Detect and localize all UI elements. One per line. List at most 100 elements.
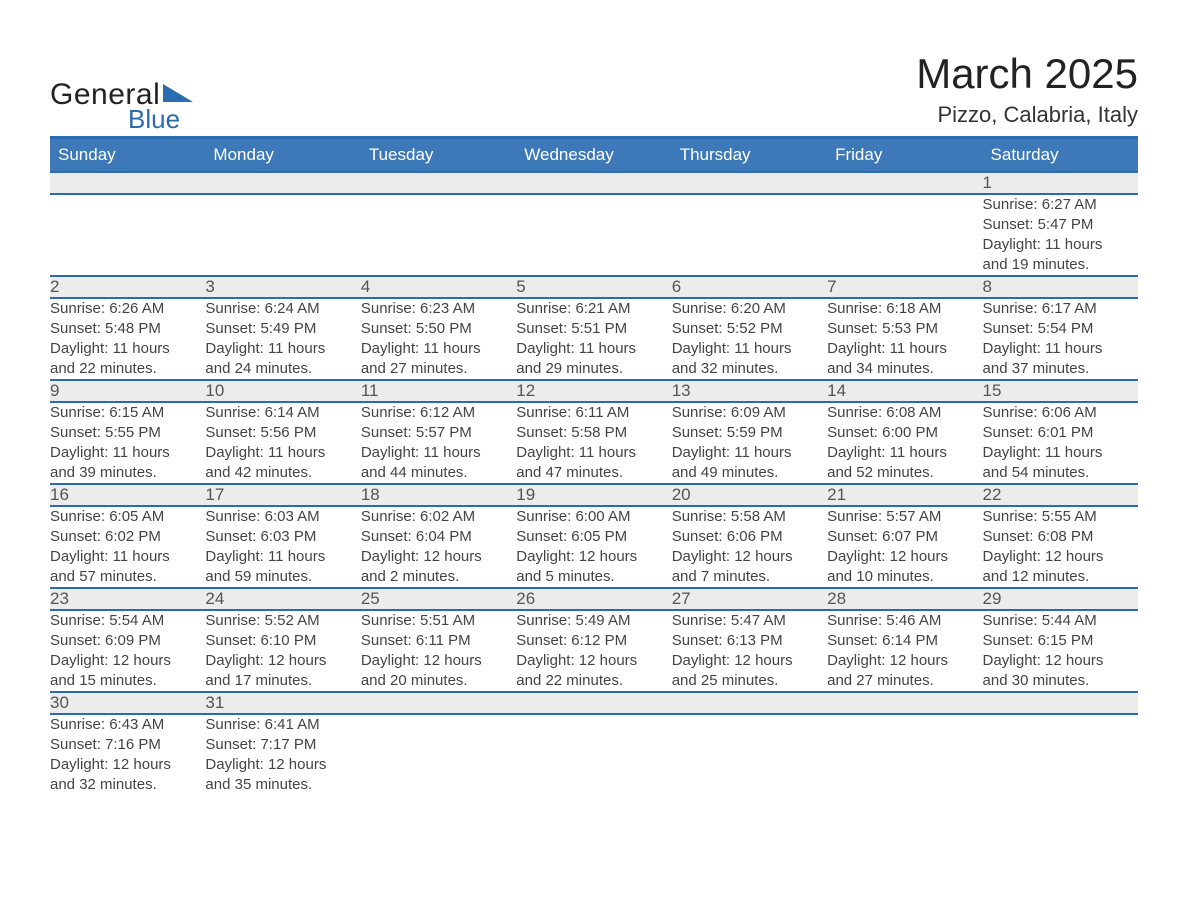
day-number — [672, 692, 827, 714]
day-cell-line: Sunrise: 6:11 AM — [516, 403, 671, 423]
day-data-row: Sunrise: 6:05 AMSunset: 6:02 PMDaylight:… — [50, 506, 1138, 588]
day-cell — [983, 714, 1138, 795]
day-cell-line: Daylight: 12 hours — [361, 547, 516, 567]
day-cell-line: Sunrise: 5:54 AM — [50, 611, 205, 631]
day-cell-line: and 27 minutes. — [827, 671, 982, 691]
day-number: 14 — [827, 380, 982, 402]
day-number — [361, 692, 516, 714]
day-cell-line: and 24 minutes. — [205, 359, 360, 379]
day-number — [205, 172, 360, 194]
weekday-header: Wednesday — [516, 138, 671, 173]
day-cell-line: Sunset: 6:07 PM — [827, 527, 982, 547]
day-cell-line: Daylight: 12 hours — [516, 547, 671, 567]
day-number: 2 — [50, 276, 205, 298]
day-cell-line: and 19 minutes. — [983, 255, 1138, 275]
day-number: 9 — [50, 380, 205, 402]
day-cell-line: Sunrise: 6:14 AM — [205, 403, 360, 423]
day-cell-line: Sunrise: 6:20 AM — [672, 299, 827, 319]
day-cell-line: and 39 minutes. — [50, 463, 205, 483]
day-number: 7 — [827, 276, 982, 298]
day-cell-line: Sunrise: 6:00 AM — [516, 507, 671, 527]
day-cell-line: and 29 minutes. — [516, 359, 671, 379]
weekday-header: Monday — [205, 138, 360, 173]
day-cell-line: Daylight: 12 hours — [827, 651, 982, 671]
day-cell-line: Daylight: 12 hours — [205, 651, 360, 671]
day-cell: Sunrise: 6:43 AMSunset: 7:16 PMDaylight:… — [50, 714, 205, 795]
day-number: 20 — [672, 484, 827, 506]
day-cell-line: Sunrise: 5:52 AM — [205, 611, 360, 631]
title-block: March 2025 Pizzo, Calabria, Italy — [916, 50, 1138, 136]
day-cell-line: Daylight: 11 hours — [205, 339, 360, 359]
day-cell-line: and 32 minutes. — [50, 775, 205, 795]
day-cell-line: Sunset: 5:53 PM — [827, 319, 982, 339]
day-cell-line: Daylight: 12 hours — [827, 547, 982, 567]
day-cell-line: Daylight: 12 hours — [361, 651, 516, 671]
day-number: 5 — [516, 276, 671, 298]
day-number: 1 — [983, 172, 1138, 194]
day-cell-line: Daylight: 11 hours — [827, 443, 982, 463]
day-cell: Sunrise: 6:18 AMSunset: 5:53 PMDaylight:… — [827, 298, 982, 380]
day-cell-line: Sunset: 5:57 PM — [361, 423, 516, 443]
day-cell: Sunrise: 6:03 AMSunset: 6:03 PMDaylight:… — [205, 506, 360, 588]
day-cell-line: and 27 minutes. — [361, 359, 516, 379]
day-cell: Sunrise: 5:49 AMSunset: 6:12 PMDaylight:… — [516, 610, 671, 692]
day-cell-line: and 49 minutes. — [672, 463, 827, 483]
day-number — [50, 172, 205, 194]
day-cell-line: Sunrise: 6:24 AM — [205, 299, 360, 319]
day-cell-line: Daylight: 11 hours — [827, 339, 982, 359]
day-cell-line: Sunrise: 5:58 AM — [672, 507, 827, 527]
day-cell-line: Sunrise: 5:44 AM — [983, 611, 1138, 631]
day-cell-line: Sunrise: 5:57 AM — [827, 507, 982, 527]
day-number: 13 — [672, 380, 827, 402]
day-cell: Sunrise: 6:17 AMSunset: 5:54 PMDaylight:… — [983, 298, 1138, 380]
day-cell-line: Sunset: 6:08 PM — [983, 527, 1138, 547]
weekday-header-row: Sunday Monday Tuesday Wednesday Thursday… — [50, 138, 1138, 173]
weekday-header: Saturday — [983, 138, 1138, 173]
day-cell-line: Sunrise: 6:27 AM — [983, 195, 1138, 215]
day-cell-line: Sunset: 6:00 PM — [827, 423, 982, 443]
day-number-row: 1 — [50, 172, 1138, 194]
day-cell-line: Sunset: 5:55 PM — [50, 423, 205, 443]
day-cell-line: Sunrise: 6:18 AM — [827, 299, 982, 319]
day-cell-line: Sunrise: 5:46 AM — [827, 611, 982, 631]
day-number — [827, 172, 982, 194]
day-cell-line: and 37 minutes. — [983, 359, 1138, 379]
day-cell-line: Sunset: 6:10 PM — [205, 631, 360, 651]
day-cell-line: Sunset: 6:11 PM — [361, 631, 516, 651]
day-cell-line: Daylight: 11 hours — [983, 443, 1138, 463]
day-cell: Sunrise: 5:55 AMSunset: 6:08 PMDaylight:… — [983, 506, 1138, 588]
calendar-page: General Blue March 2025 Pizzo, Calabria,… — [0, 0, 1188, 835]
day-cell: Sunrise: 6:00 AMSunset: 6:05 PMDaylight:… — [516, 506, 671, 588]
day-cell-line: Sunset: 6:13 PM — [672, 631, 827, 651]
day-number — [827, 692, 982, 714]
day-cell-line: Daylight: 12 hours — [50, 755, 205, 775]
day-cell-line: Sunset: 5:50 PM — [361, 319, 516, 339]
day-cell: Sunrise: 6:20 AMSunset: 5:52 PMDaylight:… — [672, 298, 827, 380]
day-cell-line: Sunset: 5:49 PM — [205, 319, 360, 339]
day-cell: Sunrise: 6:23 AMSunset: 5:50 PMDaylight:… — [361, 298, 516, 380]
logo-triangle-icon — [163, 80, 193, 107]
day-number — [361, 172, 516, 194]
day-cell: Sunrise: 6:41 AMSunset: 7:17 PMDaylight:… — [205, 714, 360, 795]
day-cell-line: Sunrise: 6:12 AM — [361, 403, 516, 423]
day-cell-line: Sunrise: 6:43 AM — [50, 715, 205, 735]
day-cell: Sunrise: 5:46 AMSunset: 6:14 PMDaylight:… — [827, 610, 982, 692]
day-number: 3 — [205, 276, 360, 298]
day-cell-line: Daylight: 11 hours — [50, 443, 205, 463]
day-cell: Sunrise: 5:54 AMSunset: 6:09 PMDaylight:… — [50, 610, 205, 692]
day-cell — [672, 194, 827, 276]
day-cell: Sunrise: 6:27 AMSunset: 5:47 PMDaylight:… — [983, 194, 1138, 276]
day-cell — [50, 194, 205, 276]
day-number: 11 — [361, 380, 516, 402]
day-cell: Sunrise: 5:57 AMSunset: 6:07 PMDaylight:… — [827, 506, 982, 588]
day-cell-line: Sunset: 6:06 PM — [672, 527, 827, 547]
day-number-row: 23242526272829 — [50, 588, 1138, 610]
day-cell-line: and 2 minutes. — [361, 567, 516, 587]
day-number — [516, 172, 671, 194]
day-cell-line: Sunrise: 5:51 AM — [361, 611, 516, 631]
day-cell-line: and 25 minutes. — [672, 671, 827, 691]
day-number — [983, 692, 1138, 714]
day-cell: Sunrise: 6:26 AMSunset: 5:48 PMDaylight:… — [50, 298, 205, 380]
day-number: 31 — [205, 692, 360, 714]
day-number: 15 — [983, 380, 1138, 402]
